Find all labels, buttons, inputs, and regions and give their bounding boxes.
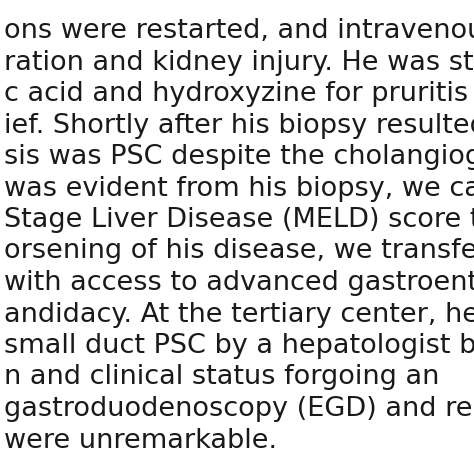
Text: gastroduodenoscopy (EGD) and repe: gastroduodenoscopy (EGD) and repe [4,396,474,422]
Text: small duct PSC by a hepatologist bas: small duct PSC by a hepatologist bas [4,333,474,359]
Text: was evident from his biopsy, we calcu: was evident from his biopsy, we calcu [4,175,474,201]
Text: ief. Shortly after his biopsy resulted.: ief. Shortly after his biopsy resulted. [4,112,474,138]
Text: with access to advanced gastroentero: with access to advanced gastroentero [4,270,474,296]
Text: ons were restarted, and intravenous: ons were restarted, and intravenous [4,18,474,44]
Text: andidacy. At the tertiary center, he w: andidacy. At the tertiary center, he w [4,301,474,328]
Text: were unremarkable.: were unremarkable. [4,428,277,454]
Text: sis was PSC despite the cholangiogra: sis was PSC despite the cholangiogra [4,144,474,170]
Text: orsening of his disease, we transferr: orsening of his disease, we transferr [4,238,474,264]
Text: c acid and hydroxyzine for pruritis a: c acid and hydroxyzine for pruritis a [4,81,474,107]
Text: Stage Liver Disease (MELD) score to: Stage Liver Disease (MELD) score to [4,207,474,233]
Text: n and clinical status forgoing an: n and clinical status forgoing an [4,365,439,391]
Text: ration and kidney injury. He was star: ration and kidney injury. He was star [4,49,474,75]
